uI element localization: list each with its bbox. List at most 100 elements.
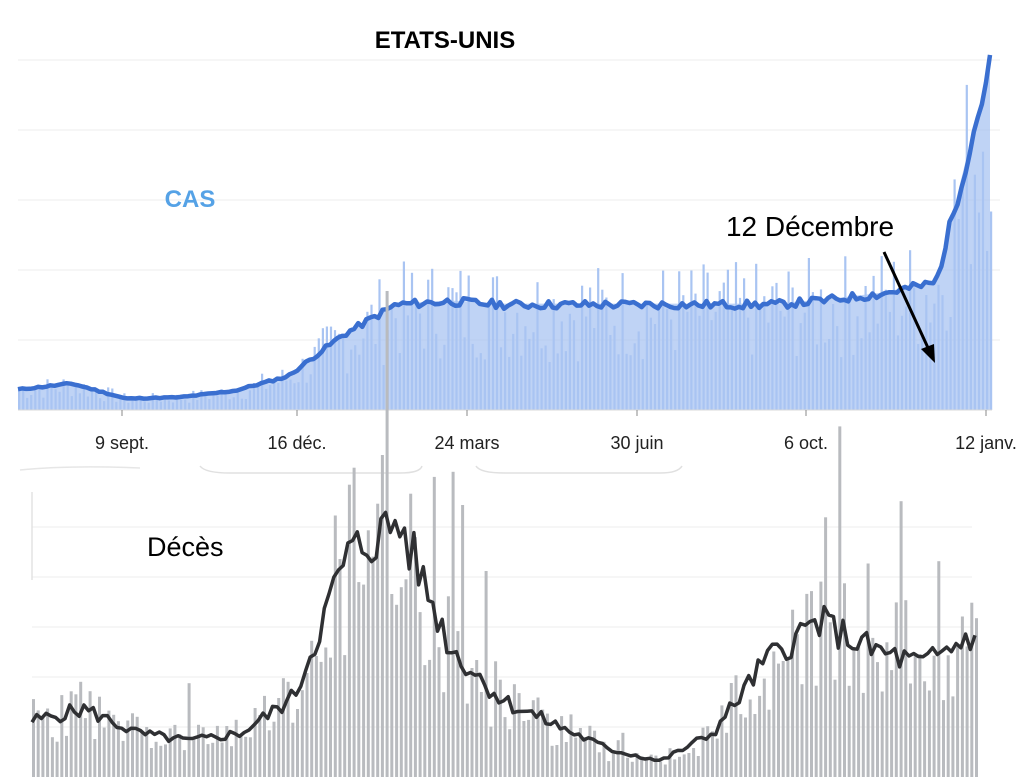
deaths-bar bbox=[484, 571, 488, 777]
deaths-bar bbox=[50, 737, 54, 777]
deaths-bar bbox=[385, 291, 389, 777]
deaths-bar bbox=[197, 724, 200, 777]
deaths-bar bbox=[541, 709, 545, 777]
deaths-bar bbox=[819, 581, 823, 777]
deaths-bar bbox=[456, 631, 460, 777]
deaths-bar bbox=[220, 742, 224, 777]
deaths-bar bbox=[725, 732, 729, 777]
deaths-bar bbox=[296, 709, 299, 777]
deaths-bar bbox=[876, 662, 879, 777]
deaths-bar bbox=[347, 484, 351, 777]
deaths-bar bbox=[805, 593, 809, 777]
deaths-bar bbox=[909, 683, 912, 777]
deaths-bar bbox=[173, 724, 177, 777]
deaths-bar bbox=[277, 698, 281, 777]
deaths-bar bbox=[942, 700, 945, 777]
deaths-bar bbox=[399, 587, 403, 777]
deaths-bar bbox=[555, 745, 559, 777]
cases-x-tick-labels: 9 sept. 16 déc. 24 mars 30 juin 6 oct. 12 jan… bbox=[95, 433, 1017, 453]
deaths-bar bbox=[83, 718, 87, 777]
deaths-bar bbox=[762, 678, 766, 777]
deaths-bar bbox=[739, 714, 743, 777]
deaths-bar bbox=[668, 748, 672, 777]
deaths-bar bbox=[847, 685, 851, 777]
deaths-bar bbox=[380, 455, 384, 777]
deaths-bar bbox=[376, 503, 380, 777]
deaths-bar bbox=[192, 738, 196, 777]
deaths-bar bbox=[602, 741, 606, 777]
deaths-bar bbox=[60, 695, 64, 777]
deaths-bar bbox=[640, 760, 644, 777]
deaths-bars bbox=[32, 291, 978, 777]
deaths-bar bbox=[206, 744, 210, 777]
annotation-label: 12 Décembre bbox=[726, 211, 894, 242]
deaths-bar bbox=[866, 563, 870, 777]
deaths-bar bbox=[626, 757, 630, 777]
deaths-bar bbox=[494, 661, 498, 777]
scrollbar-pills bbox=[19, 465, 683, 474]
deaths-bar bbox=[159, 745, 163, 777]
deaths-bar bbox=[522, 721, 526, 777]
deaths-bar bbox=[593, 730, 597, 777]
deaths-bar bbox=[503, 717, 507, 777]
deaths-bar bbox=[569, 714, 573, 777]
deaths-bar bbox=[338, 559, 342, 777]
deaths-bar bbox=[616, 740, 620, 777]
deaths-bar bbox=[65, 735, 68, 777]
deaths-bar bbox=[791, 609, 795, 777]
deaths-bar bbox=[352, 467, 356, 777]
deaths-bar bbox=[550, 745, 554, 777]
deaths-bar bbox=[545, 713, 549, 777]
deaths-bar bbox=[767, 709, 771, 777]
deaths-bar bbox=[578, 728, 582, 777]
x-tick-label: 30 juin bbox=[610, 433, 663, 453]
deaths-bar bbox=[248, 737, 252, 777]
deaths-bar bbox=[244, 736, 248, 777]
deaths-bar bbox=[239, 734, 243, 777]
deaths-bar bbox=[833, 679, 837, 777]
deaths-bar bbox=[744, 717, 747, 777]
deaths-bar bbox=[329, 657, 332, 777]
x-tick-label: 24 mars bbox=[434, 433, 499, 453]
deaths-bar bbox=[41, 717, 45, 777]
deaths-bar bbox=[701, 727, 705, 777]
deaths-bar bbox=[88, 691, 92, 777]
deaths-bar bbox=[946, 655, 950, 777]
deaths-bar bbox=[828, 622, 832, 777]
deaths-bar bbox=[390, 594, 394, 777]
deaths-bar bbox=[904, 600, 908, 777]
deaths-bar bbox=[470, 668, 474, 777]
deaths-bar bbox=[230, 746, 233, 777]
deaths-bar bbox=[215, 725, 219, 777]
deaths-bar bbox=[857, 645, 861, 777]
deaths-bar bbox=[786, 658, 790, 777]
deaths-bar bbox=[645, 757, 648, 777]
deaths-bar bbox=[574, 737, 578, 777]
x-tick-label: 6 oct. bbox=[784, 433, 828, 453]
x-tick-label: 16 déc. bbox=[267, 433, 326, 453]
deaths-bar bbox=[560, 716, 564, 777]
deaths-bar bbox=[588, 725, 592, 777]
deaths-bar bbox=[659, 761, 663, 777]
deaths-bar bbox=[880, 691, 884, 777]
deaths-bar bbox=[824, 517, 828, 777]
deaths-bar bbox=[310, 640, 314, 777]
deaths-bar bbox=[140, 731, 144, 777]
deaths-bar bbox=[314, 656, 318, 777]
deaths-bar bbox=[395, 604, 399, 777]
deaths-bar bbox=[357, 582, 361, 777]
deaths-bar bbox=[164, 744, 167, 777]
deaths-bar bbox=[432, 476, 436, 777]
deaths-bar bbox=[154, 741, 158, 777]
deaths-bar bbox=[145, 727, 149, 777]
deaths-bar bbox=[715, 738, 719, 777]
deaths-bar bbox=[131, 713, 134, 777]
deaths-bar bbox=[663, 764, 667, 777]
deaths-bar bbox=[135, 716, 139, 777]
deaths-bar bbox=[800, 684, 804, 777]
deaths-bar bbox=[32, 699, 35, 777]
deaths-bar bbox=[956, 646, 960, 777]
deaths-chart: Décès bbox=[30, 291, 978, 777]
deaths-bar bbox=[74, 694, 78, 777]
